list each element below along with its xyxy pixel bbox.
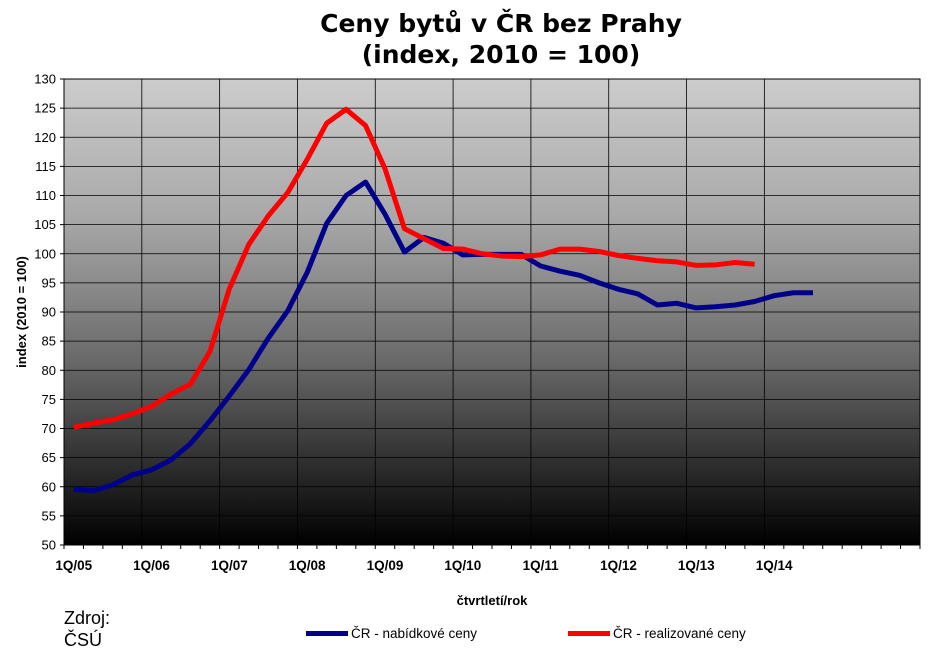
legend-swatch-offer [306, 630, 348, 636]
x-tick-label: 1Q/07 [211, 558, 248, 573]
x-tick-label: 1Q/05 [55, 558, 92, 573]
y-tick-label: 55 [42, 508, 56, 523]
y-axis-title: index (2010 = 100) [14, 256, 29, 368]
x-tick-label: 1Q/14 [756, 558, 793, 573]
source-value: ČSÚ [64, 630, 103, 650]
y-tick-label: 85 [42, 334, 56, 349]
chart-title: Ceny bytů v ČR bez Prahy (index, 2010 = … [0, 8, 942, 70]
y-tick-label: 105 [34, 217, 56, 232]
series-line-offer-prices [73, 179, 813, 494]
y-tick-label: 70 [42, 421, 56, 436]
y-tick-label: 125 [34, 101, 56, 116]
y-tick-label: 130 [34, 72, 56, 87]
y-tick-label: 95 [42, 275, 56, 290]
x-tick-label: 1Q/09 [367, 558, 404, 573]
x-tick-label: 1Q/10 [444, 558, 481, 573]
x-tick-label: 1Q/11 [523, 558, 560, 573]
y-tick-label: 115 [35, 159, 56, 174]
series-line-realized-prices [73, 106, 755, 430]
x-axis-title: čtvrtletí/rok [457, 593, 529, 608]
y-tick-label: 80 [42, 363, 56, 378]
legend-item-realized-prices: ČR - realizované ceny [568, 623, 746, 643]
y-tick-label: 60 [42, 479, 56, 494]
x-axis-ticks: 1Q/05 1Q/06 1Q/07 1Q/08 1Q/09 1Q/10 1Q/11 1Q/12… [55, 545, 921, 573]
y-tick-label: 100 [34, 246, 56, 261]
y-tick-label: 75 [42, 392, 56, 407]
x-tick-label: 1Q/13 [678, 558, 715, 573]
legend-swatch-realized [568, 630, 610, 636]
y-tick-label: 90 [42, 305, 56, 320]
legend-label-offer: ČR - nabídkové ceny [351, 625, 478, 641]
source-note: Zdroj: ČSÚ [64, 607, 110, 651]
series-lines [73, 106, 813, 494]
x-tick-label: 1Q/12 [600, 558, 637, 573]
source-label: Zdroj: [64, 608, 111, 628]
y-tick-label: 110 [35, 188, 56, 203]
legend-label-realized: ČR - realizované ceny [613, 625, 746, 641]
y-tick-label: 50 [42, 538, 56, 553]
y-tick-label: 65 [42, 450, 56, 465]
x-tick-label: 1Q/08 [289, 558, 326, 573]
legend-item-offer-prices: ČR - nabídkové ceny [306, 623, 477, 643]
chart-title-line-1: Ceny bytů v ČR bez Prahy [320, 9, 682, 38]
chart-title-line-2: (index, 2010 = 100) [361, 40, 641, 69]
y-tick-label: 120 [34, 130, 56, 145]
y-axis-ticks: 50 55 60 65 70 75 80 85 90 95 100 105 110 115 120 125 13… [34, 72, 64, 553]
x-tick-label: 1Q/06 [133, 558, 170, 573]
